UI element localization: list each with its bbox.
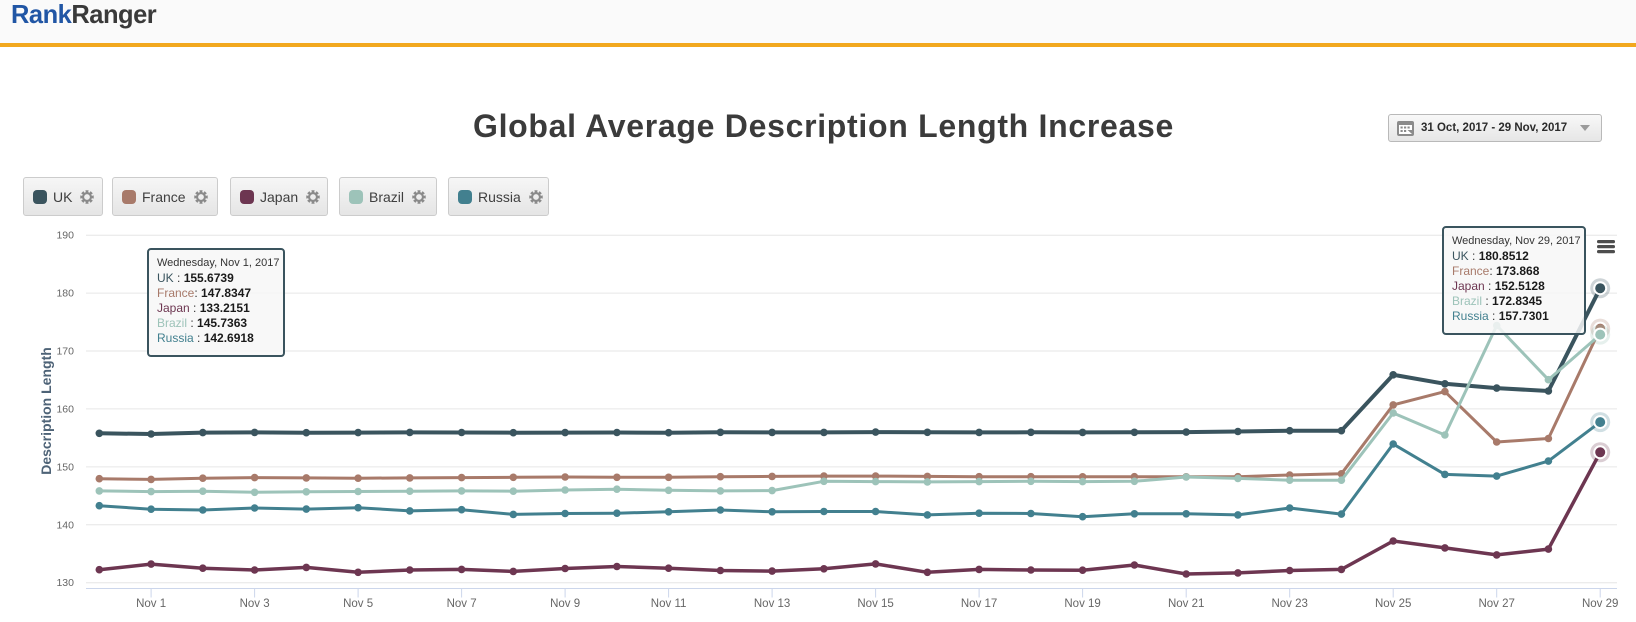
svg-text:Nov 5: Nov 5	[343, 598, 373, 610]
svg-text:180: 180	[56, 288, 74, 300]
svg-text:Nov 27: Nov 27	[1478, 598, 1514, 610]
svg-text:Nov 23: Nov 23	[1271, 598, 1307, 610]
svg-text:Nov 9: Nov 9	[550, 598, 580, 610]
svg-text:Nov 25: Nov 25	[1375, 598, 1411, 610]
svg-text:Nov 7: Nov 7	[447, 598, 477, 610]
svg-text:Nov 13: Nov 13	[754, 598, 790, 610]
svg-text:130: 130	[56, 577, 74, 589]
svg-text:Nov 11: Nov 11	[651, 598, 687, 610]
svg-text:Nov 17: Nov 17	[961, 598, 997, 610]
svg-text:Nov 1: Nov 1	[136, 598, 166, 610]
svg-text:140: 140	[56, 519, 74, 531]
svg-text:160: 160	[56, 403, 74, 415]
svg-text:170: 170	[56, 346, 74, 358]
svg-text:Nov 21: Nov 21	[1168, 598, 1204, 610]
svg-text:Nov 15: Nov 15	[857, 598, 893, 610]
svg-text:Nov 29: Nov 29	[1582, 598, 1618, 610]
svg-text:150: 150	[56, 461, 74, 473]
svg-text:Nov 19: Nov 19	[1064, 598, 1100, 610]
svg-text:Description Length: Description Length	[38, 347, 54, 475]
svg-text:190: 190	[56, 230, 74, 242]
svg-text:Nov 3: Nov 3	[240, 598, 270, 610]
